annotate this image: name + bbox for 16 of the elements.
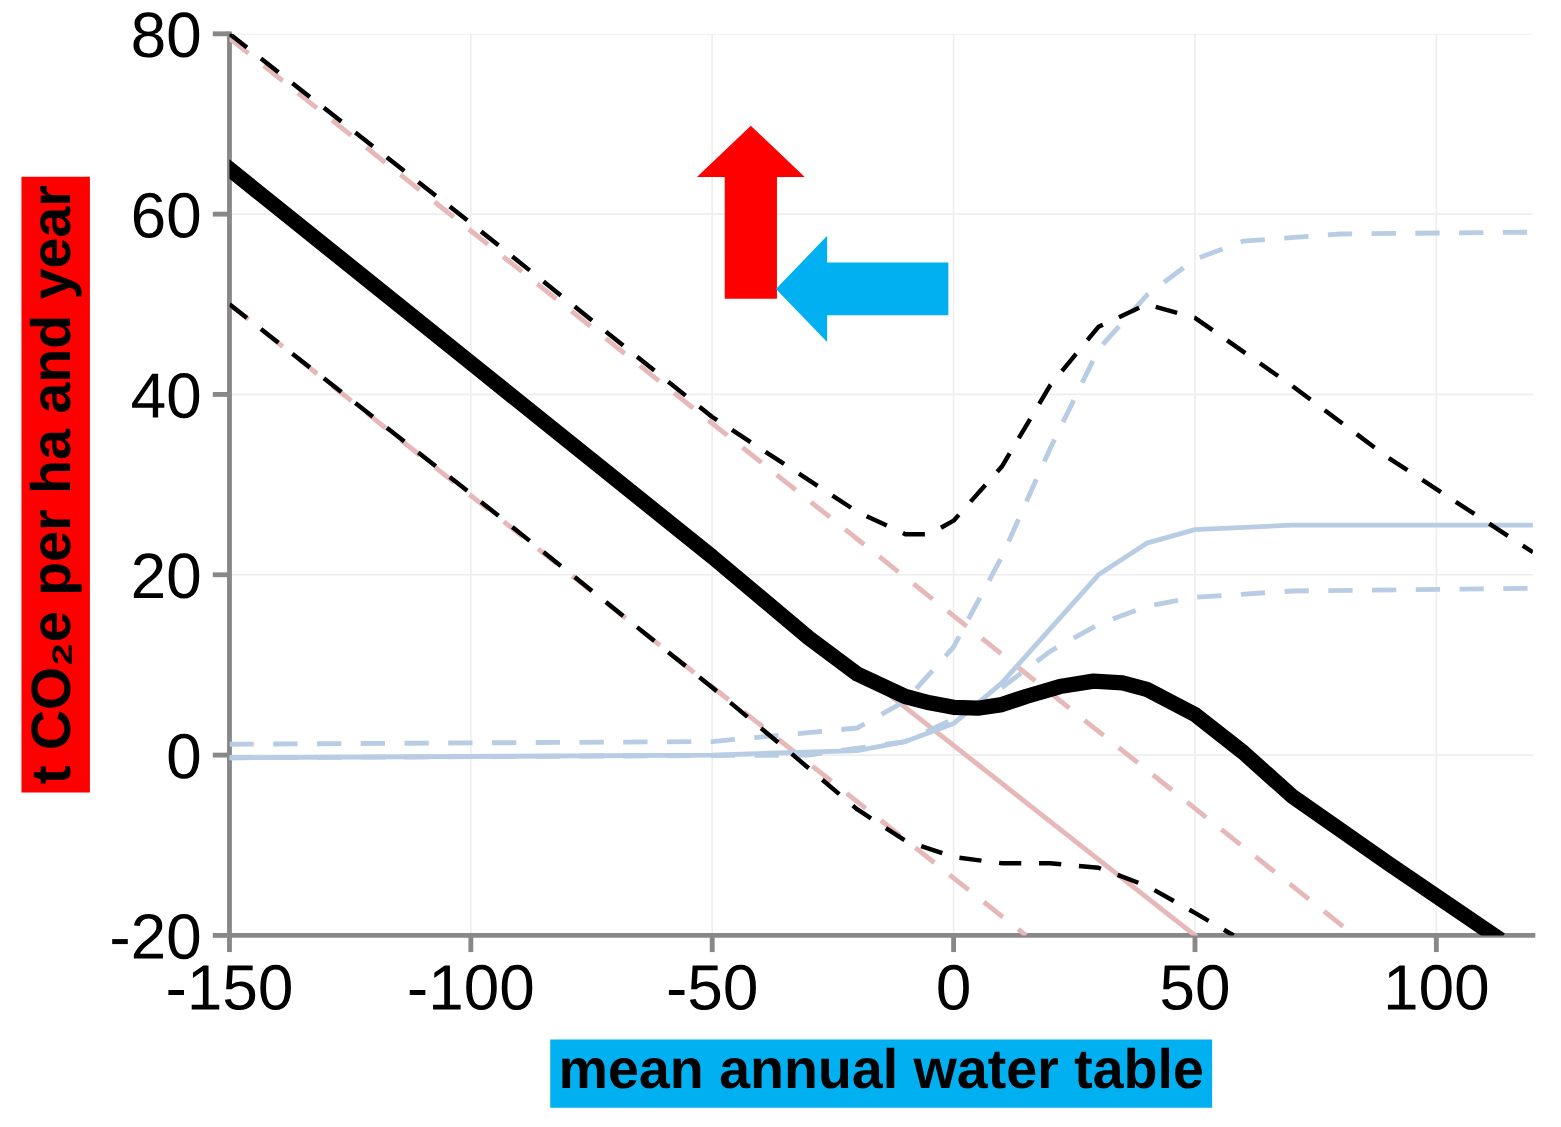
line-series — [229, 302, 1236, 936]
y-tick-label: 20 — [133, 553, 200, 599]
x-tick-label: -50 — [668, 964, 756, 1011]
x-tick-label: 50 — [1162, 964, 1229, 1011]
y-tick-label: 60 — [133, 192, 200, 238]
y-tick-label: -20 — [112, 913, 200, 960]
y-tick-label: 80 — [133, 12, 200, 58]
x-tick-label: 0 — [938, 964, 969, 1011]
y-axis-title: t CO₂e per ha and year — [29, 185, 82, 784]
x-axis-title: mean annual water table — [562, 1047, 1202, 1089]
y-tick-label: 0 — [168, 733, 200, 779]
line-series — [229, 33, 1533, 555]
x-tick-label: -100 — [409, 964, 533, 1011]
y-tick-label: 40 — [132, 372, 200, 419]
x-tick-label: -150 — [168, 964, 291, 1011]
x-tick-label: 100 — [1387, 964, 1488, 1011]
